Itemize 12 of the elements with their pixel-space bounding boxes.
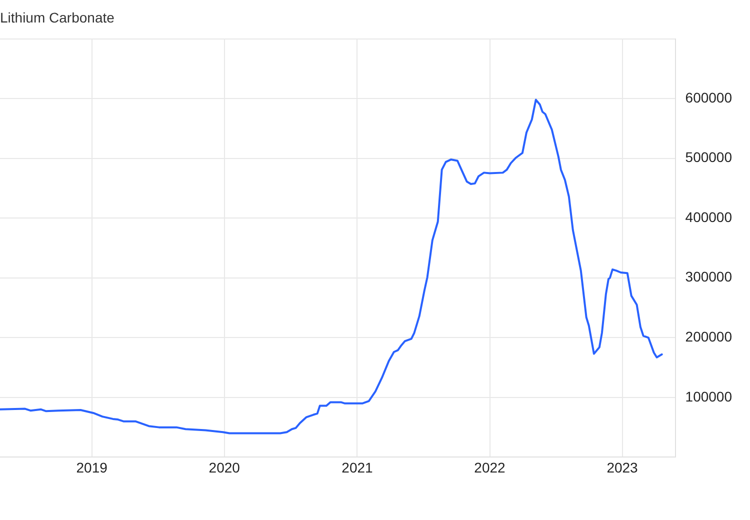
y-tick-label: 300000 bbox=[685, 268, 732, 285]
x-tick-label: 2021 bbox=[342, 459, 374, 476]
y-tick-label: 500000 bbox=[685, 149, 732, 166]
y-tick-label: 600000 bbox=[685, 89, 732, 106]
y-tick-label: 200000 bbox=[685, 328, 732, 345]
x-tick-label: 2020 bbox=[208, 459, 240, 476]
chart-title: Lithium Carbonate bbox=[0, 9, 115, 26]
x-tick-label: 2019 bbox=[76, 459, 108, 476]
x-tick-label: 2023 bbox=[606, 459, 638, 476]
y-tick-label: 100000 bbox=[685, 388, 732, 404]
y-tick-label: 400000 bbox=[685, 208, 732, 225]
x-tick-label: 2022 bbox=[474, 459, 506, 476]
